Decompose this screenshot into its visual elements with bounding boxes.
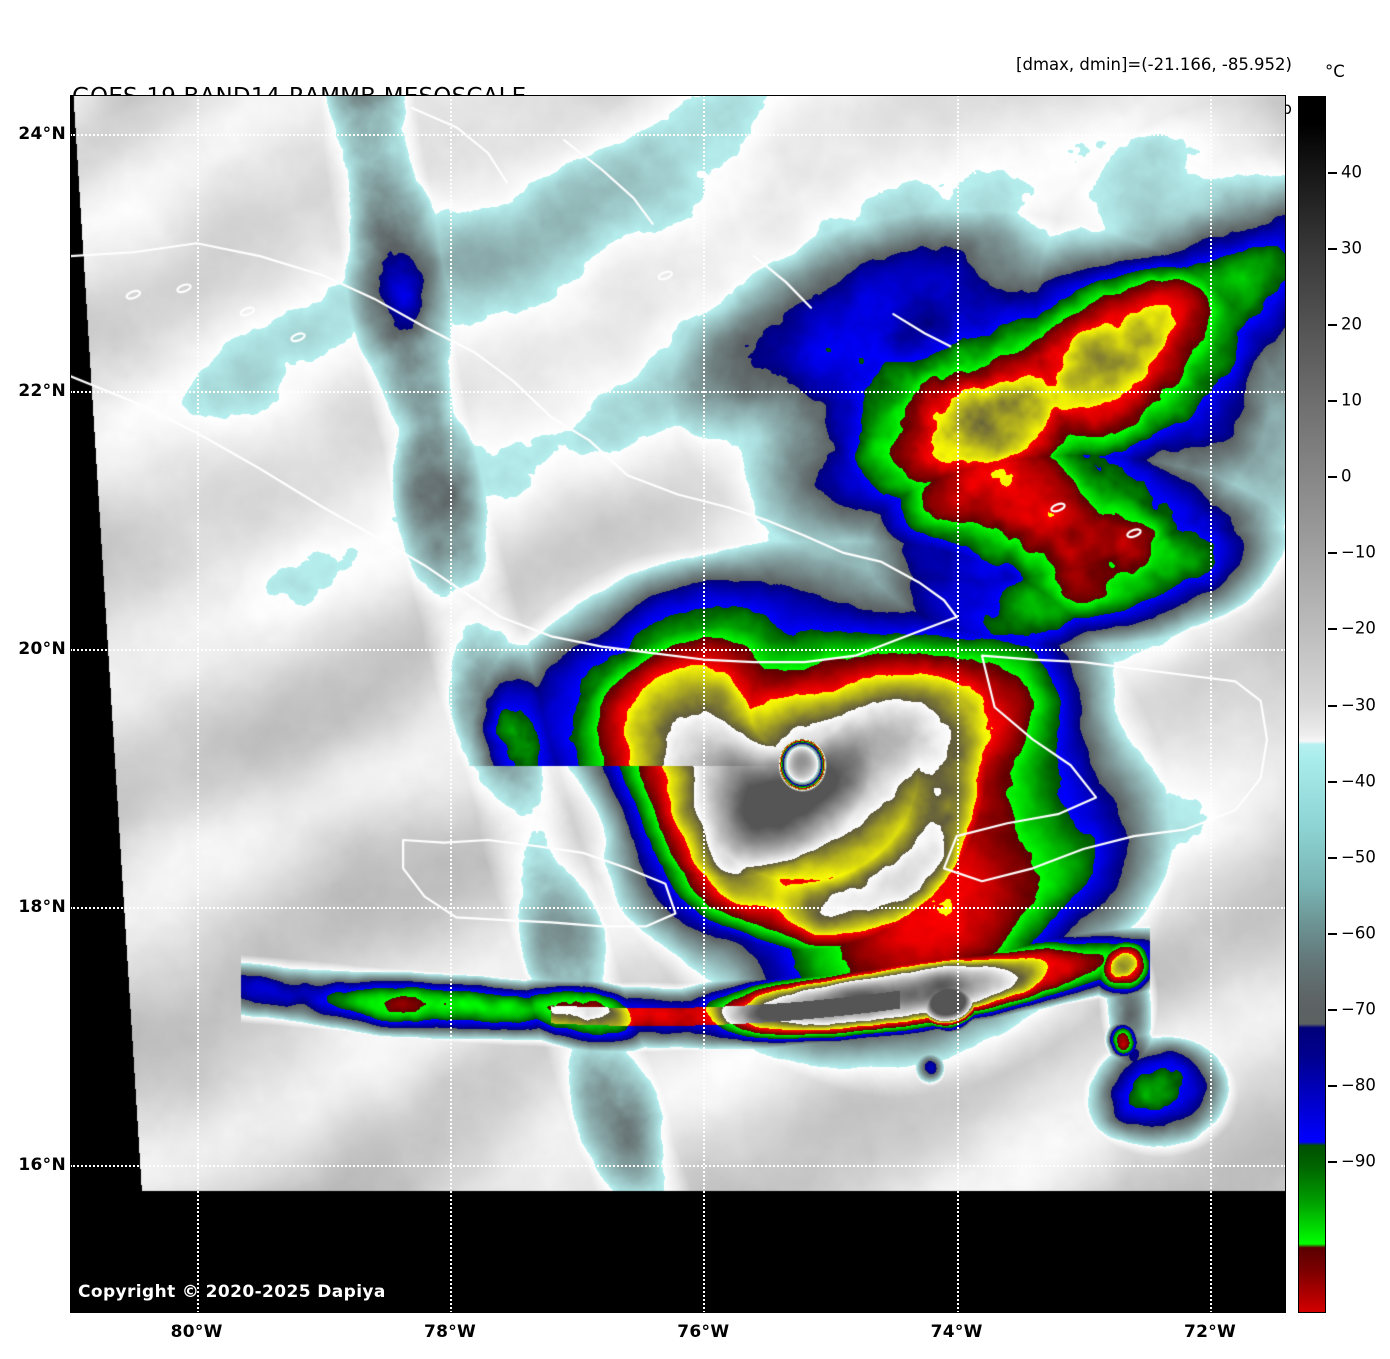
colorbar-tick-0	[1328, 172, 1337, 175]
lat-tick-label-4: 16°N	[18, 1154, 66, 1175]
lon-tick-label-3: 74°W	[930, 1322, 983, 1342]
colorbar-tick-9	[1328, 856, 1337, 859]
colorbar-tick-6	[1328, 628, 1337, 631]
colorbar-tick-label-11: −70	[1341, 999, 1376, 1019]
lat-tick-label-0: 24°N	[18, 123, 66, 144]
colorbar-tick-label-0: 40	[1341, 162, 1362, 182]
lat-tick-label-2: 20°N	[18, 639, 66, 660]
colorbar-tick-3	[1328, 400, 1337, 403]
colorbar-tick-label-1: 30	[1341, 238, 1362, 258]
colorbar-tick-label-3: 10	[1341, 390, 1362, 410]
colorbar-tick-label-12: −80	[1341, 1075, 1376, 1095]
colorbar-tick-8	[1328, 780, 1337, 783]
dmax-dmin-readout: [dmax, dmin]=(-21.166, -85.952)	[1016, 55, 1292, 74]
copyright-text: Copyright © 2020-2025 Dapiya	[78, 1282, 386, 1302]
colorbar-tick-10	[1328, 932, 1337, 935]
temperature-colorbar[interactable]	[1298, 96, 1326, 1313]
lat-tick-label-1: 22°N	[18, 381, 66, 402]
colorbar-unit-label: °C	[1325, 62, 1345, 81]
satellite-image-plot[interactable]	[70, 95, 1286, 1313]
colorbar-tick-2	[1328, 324, 1337, 327]
colorbar-tick-1	[1328, 248, 1337, 251]
colorbar-tick-7	[1328, 704, 1337, 707]
lon-tick-label-2: 76°W	[677, 1322, 730, 1342]
colorbar-tick-label-13: −90	[1341, 1151, 1376, 1171]
colorbar-tick-label-5: −10	[1341, 542, 1376, 562]
colorbar-tick-label-2: 20	[1341, 314, 1362, 334]
colorbar-tick-12	[1328, 1084, 1337, 1087]
colorbar-tick-label-8: −40	[1341, 771, 1376, 791]
lon-tick-label-0: 80°W	[170, 1322, 223, 1342]
colorbar-tick-label-4: 0	[1341, 466, 1352, 486]
lon-tick-label-1: 78°W	[423, 1322, 477, 1342]
colorbar-tick-5	[1328, 552, 1337, 555]
satellite-imagery-canvas	[70, 95, 1286, 1313]
colorbar-tick-label-6: −20	[1341, 618, 1376, 638]
colorbar-tick-label-9: −50	[1341, 847, 1376, 867]
colorbar-tick-label-7: −30	[1341, 695, 1376, 714]
colorbar-tick-4	[1328, 476, 1337, 479]
lon-tick-label-4: 72°W	[1183, 1322, 1237, 1342]
colorbar-tick-13	[1328, 1160, 1337, 1163]
colorbar-tick-label-10: −60	[1341, 923, 1376, 943]
colorbar-tick-11	[1328, 1008, 1337, 1011]
lat-tick-label-3: 18°N	[18, 897, 66, 917]
